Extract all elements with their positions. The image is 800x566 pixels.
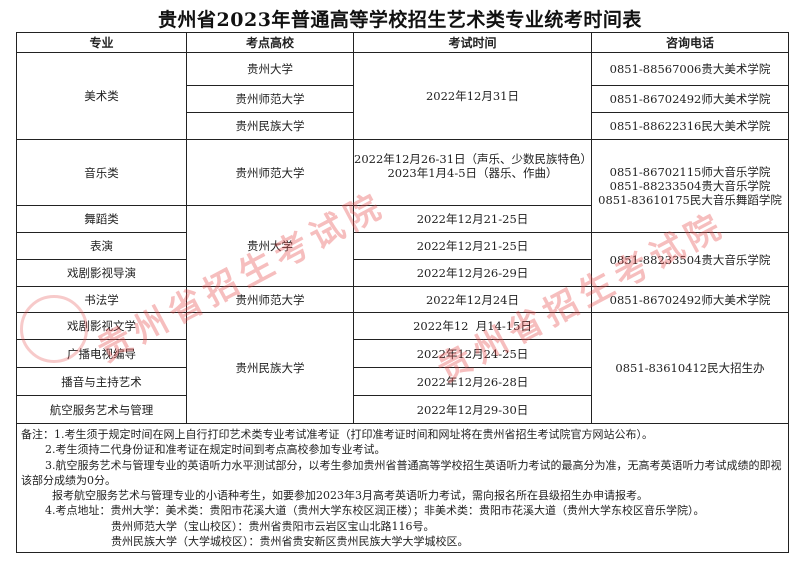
table-row: 贵州师范大学 0851-86702492师大美术学院 bbox=[17, 85, 789, 113]
header-phone: 咨询电话 bbox=[591, 32, 789, 53]
header-time: 考试时间 bbox=[353, 32, 592, 53]
table-row: 播音与主持艺术 2022年12月26-28日 bbox=[16, 367, 789, 396]
time-cell: 2022年12月21-25日 bbox=[353, 232, 592, 260]
table-row: 舞蹈类 贵州大学 2022年12月21-25日 bbox=[16, 205, 789, 287]
table-row: 广播电视编导 2022年12月24-25日 bbox=[16, 339, 789, 368]
table-row: 贵州民族大学 0851-88622316民大美术学院 bbox=[17, 112, 789, 140]
time-cell: 2022年12月31日 bbox=[353, 52, 592, 140]
notes-row: 备注：1.考生须于规定时间在网上自行打印艺术类专业考试准考证（打印准考证时间和网… bbox=[16, 422, 789, 554]
header-school: 考点高校 bbox=[186, 32, 354, 53]
major-cell: 表演 bbox=[16, 232, 187, 260]
note-line: 贵州民族大学（大学城校区）：贵州省贵安新区贵州民族大学大学城校区。 bbox=[111, 535, 469, 549]
school-cell: 贵州师范大学 bbox=[186, 85, 354, 113]
time-cell: 2022年12月26-31日（声乐、少数民族特色） 2023年1月4-5日（器乐… bbox=[353, 139, 593, 206]
phone-cell: 0851-88233504贵大音乐学院 bbox=[591, 232, 789, 287]
table-row: 书法学 贵州师范大学 2022年12月24日 0851-86702492师大美术… bbox=[16, 286, 789, 313]
major-cell: 戏剧影视文学 bbox=[16, 312, 187, 340]
table-row: 航空服务艺术与管理 2022年12月29-30日 bbox=[16, 395, 789, 424]
time-cell: 2022年12月29-30日 bbox=[353, 395, 592, 424]
time-line: 2022年12月26-31日（声乐、少数民族特色） bbox=[354, 151, 593, 166]
school-cell: 贵州师范大学 bbox=[186, 139, 354, 206]
time-line: 2023年1月4-5日（器乐、作曲） bbox=[387, 165, 558, 180]
time-cell: 2022年12月26-29日 bbox=[353, 259, 592, 287]
table-row: 美术类 贵州大学 2022年12月31日 0851-88567006贵大美术学院 bbox=[16, 52, 789, 140]
note-line: 备注：1.考生须于规定时间在网上自行打印艺术类专业考试准考证（打印准考证时间和网… bbox=[21, 428, 653, 441]
note-line: 2.考生须持二代身份证和准考证在规定时间到考点高校参加专业考试。 bbox=[45, 443, 386, 457]
time-cell: 2022年12月21-25日 bbox=[353, 205, 592, 233]
phone-line: 0851-88233504贵大音乐学院 bbox=[609, 179, 771, 193]
header-major: 专业 bbox=[16, 32, 187, 53]
page-title: 贵州省2023年普通高等学校招生艺术类专业统考时间表 bbox=[158, 9, 642, 31]
school-cell: 贵州民族大学 bbox=[186, 112, 354, 140]
exam-schedule-table: 专业 考点高校 考试时间 咨询电话 美术类 贵州大学 2022年12月31日 0… bbox=[16, 32, 789, 554]
phone-cell: 0851-83610412民大招生办 bbox=[591, 312, 789, 424]
table-row: 戏剧影视文学 贵州民族大学 2022年12 月14-15日 0851-83610… bbox=[16, 312, 789, 424]
phone-cell: 0851-86702115师大音乐学院 0851-88233504贵大音乐学院 … bbox=[591, 139, 789, 233]
table-header-row: 专业 考点高校 考试时间 咨询电话 bbox=[16, 32, 789, 53]
phone-cell: 0851-86702492师大美术学院 bbox=[591, 85, 789, 113]
phone-cell: 0851-86702492师大美术学院 bbox=[591, 286, 789, 313]
major-cell: 戏剧影视导演 bbox=[16, 259, 187, 287]
note-line: 贵州师范大学（宝山校区）：贵州省贵阳市云岩区宝山北路116号。 bbox=[111, 519, 435, 533]
note-line: 4.考点地址：贵州大学：美术类：贵阳市花溪大道（贵州大学东校区润正楼）；非美术类… bbox=[45, 504, 705, 518]
time-cell: 2022年12 月14-15日 bbox=[353, 312, 592, 340]
time-cell: 2022年12月24日 bbox=[353, 286, 592, 313]
notes-cell: 备注：1.考生须于规定时间在网上自行打印艺术类专业考试准考证（打印准考证时间和网… bbox=[16, 422, 789, 554]
note-line: 3.航空服务艺术与管理专业的英语听力水平测试部分，以考生参加贵州省普通高等学校招… bbox=[21, 458, 782, 487]
phone-cell: 0851-88567006贵大美术学院 bbox=[591, 52, 789, 86]
school-cell: 贵州大学 bbox=[186, 205, 354, 287]
phone-cell: 0851-88622316民大美术学院 bbox=[591, 112, 789, 140]
major-cell: 书法学 bbox=[16, 286, 187, 313]
major-cell: 航空服务艺术与管理 bbox=[16, 395, 187, 424]
phone-line: 0851-83610175民大音乐舞蹈学院 bbox=[598, 193, 782, 207]
school-cell: 贵州民族大学 bbox=[186, 312, 354, 424]
major-cell: 广播电视编导 bbox=[16, 339, 187, 368]
table-row: 戏剧影视导演 2022年12月26-29日 bbox=[16, 259, 789, 287]
major-cell: 舞蹈类 bbox=[16, 205, 187, 233]
note-line: 报考航空服务艺术与管理专业的小语种考生，如要参加2023年3月高考英语听力考试，… bbox=[52, 489, 648, 503]
time-cell: 2022年12月24-25日 bbox=[353, 339, 592, 368]
table-row: 表演 2022年12月21-25日 0851-88233504贵大音乐学院 bbox=[16, 232, 789, 287]
phone-line: 0851-86702115师大音乐学院 bbox=[609, 165, 771, 179]
school-cell: 贵州大学 bbox=[186, 52, 354, 86]
time-cell: 2022年12月26-28日 bbox=[353, 367, 592, 396]
major-cell: 美术类 bbox=[16, 52, 187, 140]
major-cell: 音乐类 bbox=[16, 139, 187, 206]
table-row: 音乐类 贵州师范大学 2022年12月26-31日（声乐、少数民族特色） 202… bbox=[16, 139, 789, 233]
major-cell: 播音与主持艺术 bbox=[16, 367, 187, 396]
school-cell: 贵州师范大学 bbox=[186, 286, 354, 313]
